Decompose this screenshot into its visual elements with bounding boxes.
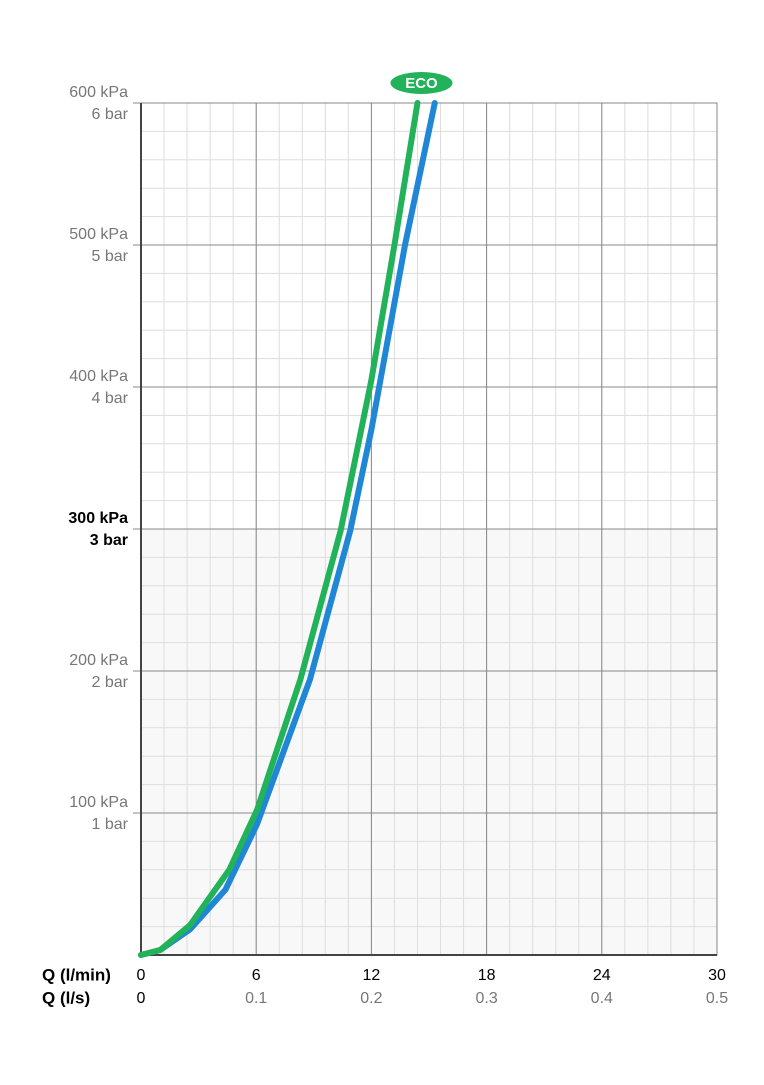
legend-badge xyxy=(390,72,453,94)
x-axis-title: Q (l/min) xyxy=(42,965,111,984)
x2-tick-label: 0.4 xyxy=(591,990,613,1007)
plot-background-low xyxy=(141,529,717,955)
y-tick-label: 300 kPa xyxy=(68,510,128,527)
x2-tick-label: 0.5 xyxy=(706,990,728,1007)
x2-tick-label: 0.1 xyxy=(245,990,267,1007)
x2-tick-label: 0.3 xyxy=(475,990,497,1007)
x-tick-label: 6 xyxy=(252,967,261,984)
x-tick-label: 18 xyxy=(478,967,496,984)
x2-axis-title: Q (l/s) xyxy=(42,988,90,1007)
y-tick-label: 200 kPa xyxy=(69,652,128,669)
x-tick-label: 24 xyxy=(593,967,611,984)
y-tick-label-bar: 2 bar xyxy=(92,674,129,691)
series-line xyxy=(138,100,421,958)
y-tick-label-bar: 5 bar xyxy=(92,248,129,265)
y-tick-label-bar: 1 bar xyxy=(92,816,129,833)
x-tick-label: 12 xyxy=(363,967,381,984)
x2-tick-label: 0.2 xyxy=(360,990,382,1007)
y-tick-label: 100 kPa xyxy=(69,794,128,811)
y-tick-label-bar: 4 bar xyxy=(92,390,129,407)
y-tick-label: 400 kPa xyxy=(69,368,128,385)
legend-label: ECO xyxy=(405,75,438,92)
x-tick-label: 30 xyxy=(708,967,726,984)
y-tick-label: 500 kPa xyxy=(69,226,128,243)
x2-tick-label: 0 xyxy=(137,990,146,1007)
y-tick-label-bar: 3 bar xyxy=(90,532,128,549)
x-tick-label: 0 xyxy=(137,967,146,984)
y-tick-label: 600 kPa xyxy=(69,84,128,101)
y-tick-label-bar: 6 bar xyxy=(92,106,129,123)
